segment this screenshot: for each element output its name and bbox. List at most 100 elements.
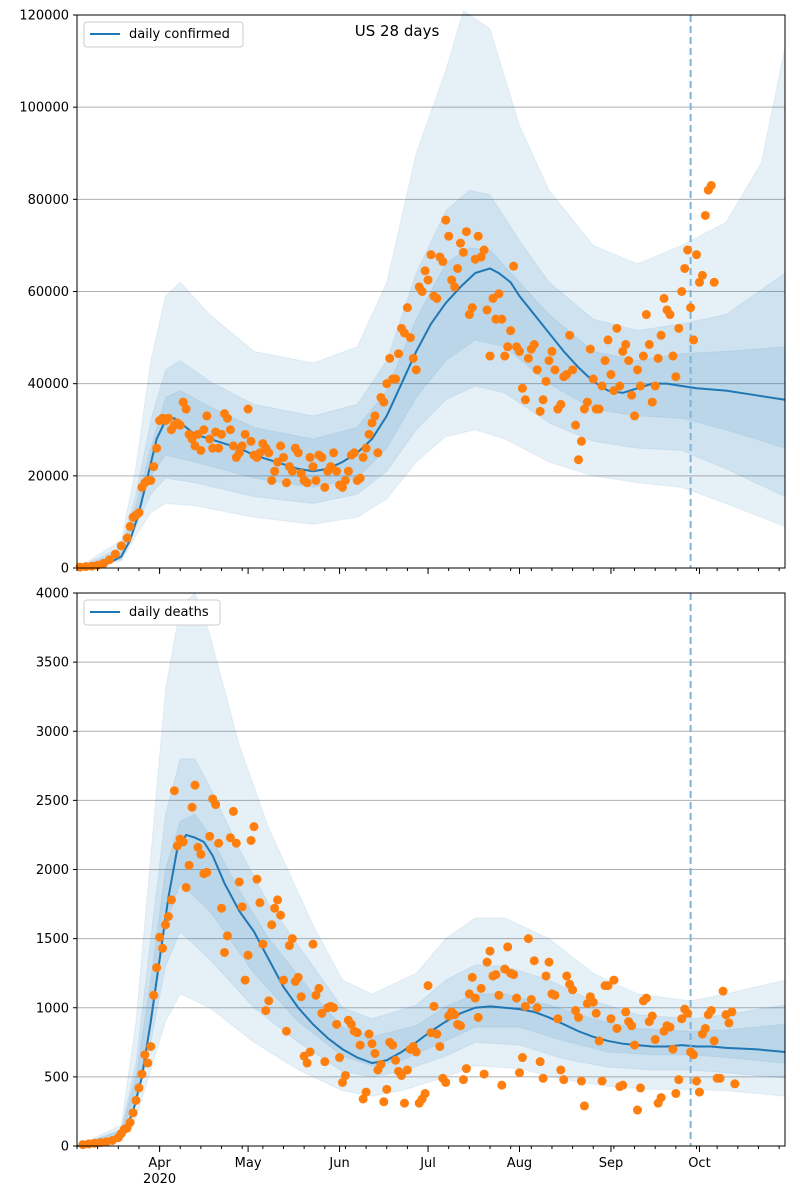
data-point (532, 365, 542, 375)
data-point (270, 903, 280, 913)
data-point (405, 333, 415, 343)
data-point (140, 1050, 150, 1060)
data-point (340, 475, 350, 485)
data-point (402, 1065, 412, 1075)
data-point (122, 533, 132, 543)
data-point (692, 1076, 701, 1086)
data-point (379, 1097, 389, 1107)
data-point (382, 1084, 392, 1094)
data-point (373, 448, 383, 458)
data-point (461, 1064, 471, 1074)
data-point (544, 356, 554, 366)
y-tick-label: 2500 (36, 794, 69, 809)
data-point (237, 902, 247, 912)
data-point (494, 990, 504, 1000)
data-point (470, 993, 480, 1003)
data-point (338, 482, 347, 492)
data-point (461, 227, 471, 237)
data-point (255, 898, 265, 908)
data-point (276, 910, 286, 920)
data-point (576, 436, 586, 446)
data-point (287, 934, 297, 944)
x-tick-label: Jun (328, 1156, 349, 1171)
data-point (556, 399, 566, 409)
y-tick-label: 2000 (36, 863, 69, 878)
data-point (187, 802, 197, 812)
data-point (343, 466, 353, 476)
data-point (134, 508, 144, 518)
data-point (222, 931, 232, 941)
data-point (152, 963, 162, 973)
x-tick-label: Jul (419, 1156, 436, 1171)
y-tick-label: 0 (61, 562, 69, 577)
data-point (562, 971, 572, 981)
legend: daily confirmed (83, 21, 244, 48)
legend-label-daily-confirmed: daily confirmed (129, 27, 230, 42)
data-point (423, 981, 433, 991)
data-point (600, 356, 610, 366)
data-point (402, 303, 412, 313)
data-point (603, 981, 613, 991)
data-point (399, 1098, 409, 1108)
x-tick-label: Apr (148, 1156, 171, 1171)
data-point (458, 247, 468, 257)
data-point (621, 1007, 631, 1017)
data-point (550, 365, 560, 375)
data-point (231, 838, 241, 848)
data-point (376, 1059, 386, 1069)
data-point (526, 994, 536, 1004)
data-point (453, 263, 463, 273)
data-point (149, 462, 159, 472)
data-point (276, 441, 286, 451)
y-tick-label: 120000 (19, 9, 69, 24)
data-point (131, 1095, 141, 1105)
data-point (574, 455, 583, 465)
data-point (432, 1029, 442, 1039)
data-point (515, 1068, 524, 1078)
data-point (279, 452, 288, 462)
data-point (597, 381, 607, 391)
data-point (615, 381, 625, 391)
median-line (76, 267, 786, 569)
legend-frame (83, 599, 221, 626)
y-tick-label: 1000 (36, 1001, 69, 1016)
data-point (214, 838, 224, 848)
data-point (635, 381, 645, 391)
data-point (630, 411, 640, 421)
data-point (706, 1006, 716, 1016)
data-point (152, 443, 162, 453)
uncertainty-bands (76, 9, 786, 569)
data-point (264, 996, 274, 1006)
data-point (588, 997, 598, 1007)
data-point (370, 1048, 380, 1058)
data-point (506, 326, 516, 336)
data-point (541, 376, 551, 386)
data-point (579, 404, 589, 414)
data-point (630, 1040, 640, 1050)
data-point (494, 289, 504, 299)
data-point (538, 1073, 548, 1083)
data-point (411, 1047, 421, 1057)
data-point (240, 429, 250, 439)
data-point (582, 397, 592, 407)
data-point (579, 1101, 589, 1111)
data-point (116, 541, 126, 551)
observed-points (75, 181, 719, 572)
data-point (665, 310, 675, 320)
data-point (606, 369, 616, 379)
data-point (568, 365, 578, 375)
data-point (293, 448, 303, 458)
data-point (320, 1057, 330, 1067)
data-point (205, 434, 215, 444)
data-point (220, 947, 229, 957)
data-point (585, 344, 595, 354)
data-point (624, 356, 634, 366)
data-point (284, 941, 294, 951)
data-point (627, 390, 637, 400)
data-point (485, 351, 495, 361)
x-tick-label: Aug (507, 1156, 532, 1171)
data-point (228, 806, 238, 816)
data-point (246, 835, 256, 845)
data-point (217, 429, 227, 439)
data-point (166, 895, 176, 905)
